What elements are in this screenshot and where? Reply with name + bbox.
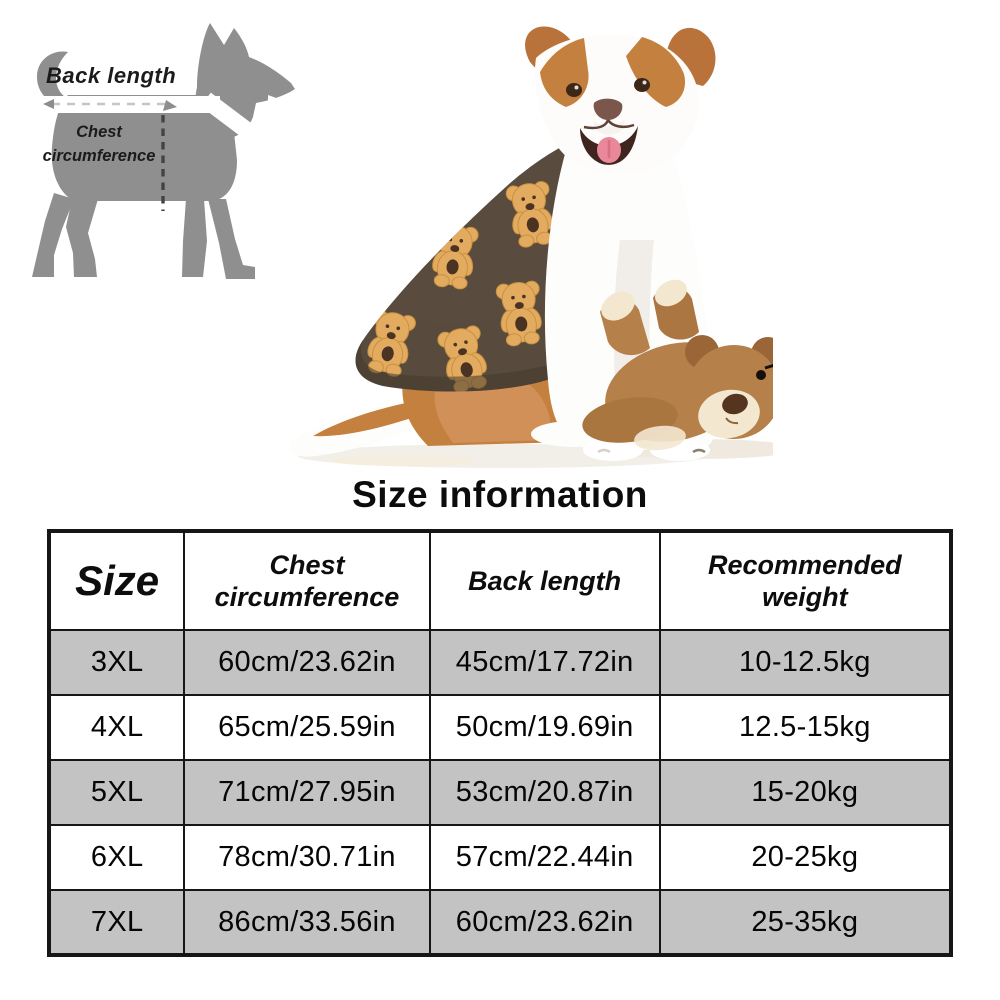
chest-cell: 65cm/25.59in xyxy=(183,694,431,761)
weight-cell: 10-12.5kg xyxy=(658,629,953,696)
back-cell: 60cm/23.62in xyxy=(428,889,661,956)
product-photo xyxy=(268,0,796,472)
header-chest-circumference: Chest circumference xyxy=(183,530,431,631)
table-row: 6XL 78cm/30.71in 57cm/22.44in 20-25kg xyxy=(47,824,953,891)
back-cell: 57cm/22.44in xyxy=(428,824,661,891)
weight-cell: 12.5-15kg xyxy=(658,694,953,761)
chest-cell: 60cm/23.62in xyxy=(183,629,431,696)
table-row: 5XL 71cm/27.95in 53cm/20.87in 15-20kg xyxy=(47,759,953,826)
chest-label-line1: Chest xyxy=(76,123,122,141)
back-cell: 45cm/17.72in xyxy=(428,629,661,696)
header-back-length: Back length xyxy=(428,530,661,631)
teddy-bear-plush xyxy=(582,279,785,451)
header-size: Size xyxy=(47,530,186,631)
floor-smudge xyxy=(331,456,475,466)
dog-photo-illustration xyxy=(289,26,796,468)
chest-cell: 78cm/30.71in xyxy=(183,824,431,891)
page-title: Size information xyxy=(352,474,648,515)
header-recommended-weight: Recommended weight xyxy=(658,530,953,631)
weight-cell: 20-25kg xyxy=(658,824,953,891)
size-table-container: Size Chest circumference Back length Rec… xyxy=(47,529,953,957)
measurement-diagram: Back length Chest circumference xyxy=(10,15,302,295)
table-row: 3XL 60cm/23.62in 45cm/17.72in 10-12.5kg xyxy=(47,629,953,696)
table-row: 7XL 86cm/33.56in 60cm/23.62in 25-35kg xyxy=(47,889,953,956)
size-cell: 6XL xyxy=(47,824,186,891)
back-cell: 53cm/20.87in xyxy=(428,759,661,826)
chest-label-line2: circumference xyxy=(42,146,156,165)
dog-head xyxy=(525,26,716,175)
size-cell: 3XL xyxy=(47,629,186,696)
table-header-row: Size Chest circumference Back length Rec… xyxy=(47,530,953,631)
table-row: 4XL 65cm/25.59in 50cm/19.69in 12.5-15kg xyxy=(47,694,953,761)
size-cell: 7XL xyxy=(47,889,186,956)
back-length-line xyxy=(43,99,177,111)
chest-cell: 86cm/33.56in xyxy=(183,889,431,956)
weight-cell: 15-20kg xyxy=(658,759,953,826)
weight-cell: 25-35kg xyxy=(658,889,953,956)
dog-silhouette-icon xyxy=(32,23,295,279)
size-cell: 4XL xyxy=(47,694,186,761)
size-table: Size Chest circumference Back length Rec… xyxy=(47,529,953,957)
size-cell: 5XL xyxy=(47,759,186,826)
back-length-label: Back length xyxy=(46,63,177,88)
back-cell: 50cm/19.69in xyxy=(428,694,661,761)
chest-circumference-label: Chest circumference xyxy=(26,121,172,169)
chest-cell: 71cm/27.95in xyxy=(183,759,431,826)
